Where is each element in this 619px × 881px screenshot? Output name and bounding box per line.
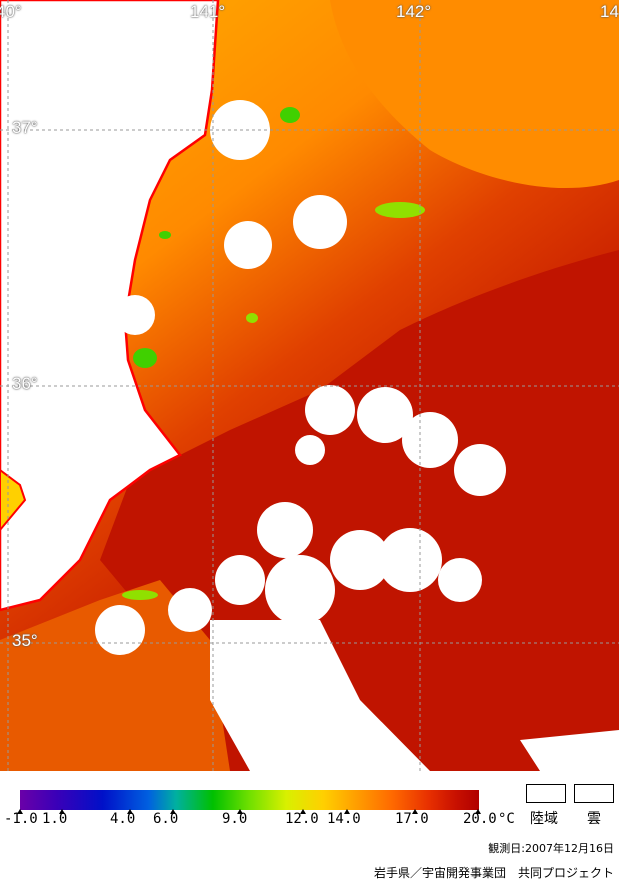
land-peninsula [0, 468, 27, 532]
colorbar-tick-label: 9.0 [222, 811, 248, 827]
lon-label-142: 142° [396, 2, 432, 21]
colorbar-tick-mark [475, 809, 481, 814]
temperature-colorbar [20, 790, 479, 810]
lon-label-143: 14 [600, 2, 619, 21]
colorbar-tick-label: 6.0 [153, 811, 179, 827]
colorbar-tick-label: -1.0 [4, 811, 38, 827]
graticule [0, 0, 619, 771]
colorbar-tick-label: 4.0 [110, 811, 136, 827]
land-honshu [0, 0, 220, 612]
colorbar-tick-label: 17.0 [395, 811, 429, 827]
observation-date: 観測日:2007年12月16日 [488, 842, 614, 855]
colorbar-tick-mark [344, 809, 350, 814]
lon-label-140: 40° [0, 2, 22, 21]
land-legend-label: 陸域 [530, 811, 558, 827]
colorbar-tick-mark [17, 809, 23, 814]
colorbar-tick-label: 1.0 [42, 811, 68, 827]
credit-line: 岩手県／宇宙開発事業団 共同プロジェクト [373, 866, 614, 880]
colorbar-tick-mark [127, 809, 133, 814]
colorbar-tick-label: 20.0 [463, 811, 497, 827]
lat-label-37: 37° [12, 118, 38, 137]
lat-label-36: 36° [12, 374, 38, 393]
colorbar-tick-mark [170, 809, 176, 814]
colorbar-tick-label: 14.0 [327, 811, 361, 827]
cloud-legend-label: 雲 [587, 811, 601, 827]
northeast-orange [330, 0, 619, 189]
cool-water-patches [122, 107, 425, 600]
lat-label-35: 35° [12, 631, 38, 650]
colorbar-tick-label: 12.0 [285, 811, 319, 827]
colorbar-tick-mark [237, 809, 243, 814]
land-legend-swatch [526, 784, 566, 803]
orange-band [0, 580, 230, 771]
colorbar-unit: °C [498, 811, 515, 827]
colorbar-tick-mark [300, 809, 306, 814]
colorbar-tick-mark [412, 809, 418, 814]
cloud-cover [95, 100, 619, 771]
colorbar-tick-mark [59, 809, 65, 814]
sst-map [0, 0, 619, 771]
lon-label-141: 141° [190, 2, 226, 21]
cloud-legend-swatch [574, 784, 614, 803]
